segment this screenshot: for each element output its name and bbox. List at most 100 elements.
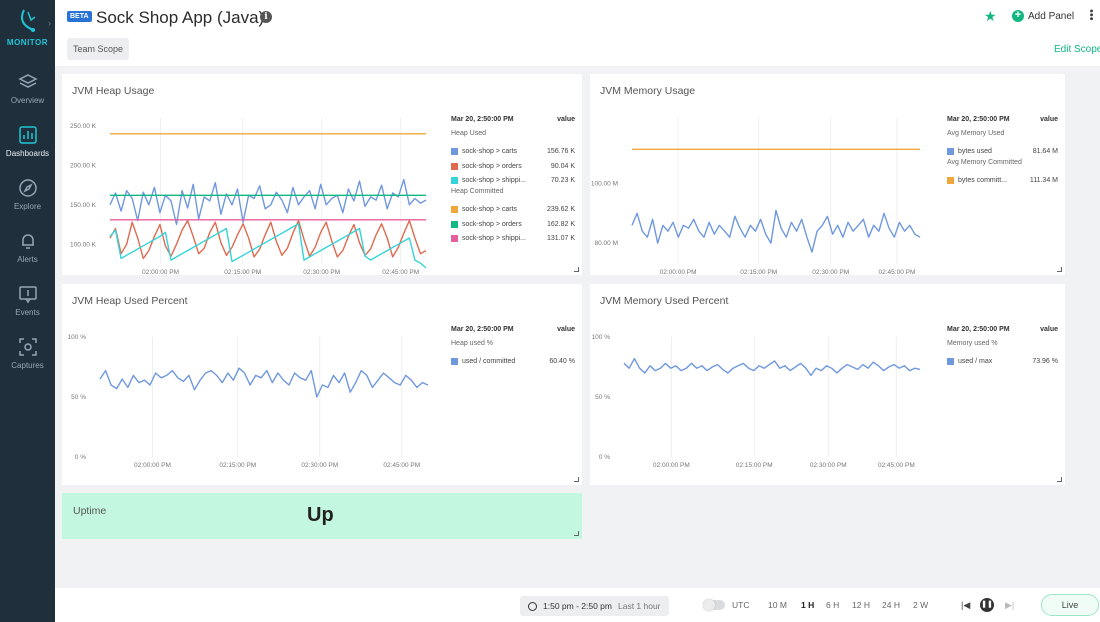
x-tick-label: 02:15:00 PM [224, 269, 261, 276]
series-line-1 [109, 219, 427, 260]
x-tick-label: 02:45:00 PM [879, 269, 916, 276]
series-line-0 [109, 178, 427, 226]
x-tick-label: 02:15:00 PM [219, 462, 256, 469]
y-tick-label: 80.00 M [595, 240, 619, 247]
utc-label: UTC [732, 600, 750, 610]
sidebar-item-overview[interactable]: Overview [0, 72, 55, 122]
live-button[interactable]: Live [1041, 594, 1099, 616]
page-title: Sock Shop App (Java) [96, 8, 265, 27]
clock-icon [528, 601, 537, 611]
monitor-logo-icon [20, 9, 35, 32]
plus-circle-icon: + [1012, 10, 1024, 22]
x-tick-label: 02:45:00 PM [382, 269, 419, 276]
x-tick-label: 02:15:00 PM [736, 462, 773, 469]
legend-header: Mar 20, 2:50:00 PM value [947, 326, 1058, 340]
skip-back-icon[interactable]: |◀ [961, 600, 971, 610]
heap-percent-legend: Mar 20, 2:50:00 PM value Heap used % used /… [451, 326, 575, 369]
y-tick-label: 0 % [599, 454, 610, 461]
y-tick-label: 150.00 K [70, 202, 97, 209]
legend-swatch [947, 358, 954, 366]
legend-series-value: 239.62 K [546, 206, 575, 214]
skip-forward-icon[interactable]: ▶| [1005, 600, 1015, 610]
pause-icon[interactable]: ❚❚ [980, 598, 994, 612]
y-tick-label: 100.00 M [591, 181, 618, 188]
range-1h-button[interactable]: 1 H [801, 600, 815, 610]
sidebar-item-captures[interactable]: Captures [0, 337, 55, 387]
legend-time: Mar 20, 2:50:00 PM [451, 326, 514, 333]
range-24h-button[interactable]: 24 H [882, 600, 900, 610]
legend-series-name: sock-shop > carts [462, 148, 518, 156]
legend-row[interactable]: used / committed 60.40 % [451, 355, 575, 370]
sidebar-item-label: Events [15, 308, 40, 317]
legend-series-value: 90.04 K [550, 162, 575, 170]
layers-icon [17, 74, 38, 88]
events-icon [18, 286, 37, 304]
legend-row[interactable]: bytes committ... 111.34 M [947, 174, 1058, 189]
legend-header: Mar 20, 2:50:00 PM value [451, 116, 575, 130]
legend-swatch [451, 148, 458, 156]
resize-handle[interactable] [574, 477, 579, 482]
y-tick-label: 0 % [75, 454, 86, 461]
panel-title: JVM Memory Usage [600, 85, 696, 97]
legend-row[interactable]: sock-shop > carts 239.62 K [451, 203, 575, 218]
sidebar-item-dashboards[interactable]: Dashboards [0, 125, 55, 175]
more-options-icon[interactable]: ••• [1085, 9, 1097, 21]
legend-row[interactable]: sock-shop > carts 156.76 K [451, 145, 575, 160]
series-line-0 [631, 209, 921, 253]
y-tick-label: 50 % [71, 394, 86, 401]
legend-series-name: bytes used [958, 148, 992, 156]
x-tick-label: 02:30:00 PM [812, 269, 849, 276]
memory-percent-chart: 02:00:00 PM 02:15:00 PM 02:30:00 PM 02:45:0… [592, 334, 921, 469]
legend-series-name: sock-shop > orders [462, 162, 522, 170]
legend-row[interactable]: used / max 73.96 % [947, 355, 1058, 370]
x-tick-label: 02:00:00 PM [134, 462, 171, 469]
add-panel-button[interactable]: + Add Panel [1012, 10, 1074, 22]
legend-row[interactable]: bytes used 81.64 M [947, 145, 1058, 160]
info-icon[interactable]: i [260, 11, 272, 23]
range-6h-button[interactable]: 6 H [826, 600, 840, 610]
panel-jvm-memory-used-percent: JVM Memory Used Percent 02:00:00 PM 02:15… [590, 284, 1065, 485]
sidebar-item-explore[interactable]: Explore [0, 178, 55, 228]
monitor-logo[interactable]: MONITOR › [0, 8, 55, 58]
legend-swatch [451, 358, 458, 366]
favorite-star-icon[interactable]: ★ [984, 8, 997, 24]
legend-row[interactable]: sock-shop > orders 162.82 K [451, 217, 575, 232]
x-tick-label: 02:00:00 PM [660, 269, 697, 276]
y-tick-label: 50 % [595, 394, 610, 401]
series-line-0 [623, 357, 921, 377]
legend-row[interactable]: sock-shop > shippi... 70.23 K [451, 174, 575, 189]
resize-handle[interactable] [1057, 477, 1062, 482]
panel-title: JVM Heap Usage [72, 85, 155, 97]
range-2w-button[interactable]: 2 W [913, 600, 929, 610]
sidebar-expand-chevron-icon[interactable]: › [48, 18, 51, 28]
resize-handle[interactable] [574, 531, 579, 536]
utc-toggle[interactable] [703, 599, 725, 611]
y-tick-label: 250.00 K [70, 123, 97, 130]
legend-series-name: sock-shop > carts [462, 206, 518, 214]
legend-row[interactable]: sock-shop > shippi... 131.07 K [451, 232, 575, 247]
legend-group: Heap Committed [451, 188, 504, 195]
sidebar-item-events[interactable]: Events [0, 284, 55, 334]
legend-swatch [451, 206, 458, 214]
compass-icon [18, 179, 37, 197]
sidebar-item-alerts[interactable]: Alerts [0, 231, 55, 281]
legend-row[interactable]: sock-shop > orders 90.04 K [451, 159, 575, 174]
range-12h-button[interactable]: 12 H [852, 600, 870, 610]
legend-series-value: 131.07 K [546, 235, 575, 243]
panel-jvm-memory-usage: JVM Memory Usage 02:00:00 PM 02:15:00 PM 0… [590, 74, 1065, 276]
legend-time: Mar 20, 2:50:00 PM [451, 116, 514, 123]
legend-series-value: 156.76 K [546, 148, 575, 156]
legend-series-name: used / max [958, 358, 993, 366]
legend-series-value: 81.64 M [1032, 148, 1058, 156]
logo-text: MONITOR [6, 38, 49, 47]
team-scope-chip[interactable]: Team Scope [67, 38, 130, 60]
resize-handle[interactable] [1057, 267, 1062, 272]
series-line-2 [109, 223, 427, 269]
resize-handle[interactable] [574, 267, 579, 272]
legend-header: Mar 20, 2:50:00 PM value [451, 326, 575, 340]
panel-jvm-heap-usage: JVM Heap Usage 02:00:00 PM 02:15:00 PM 02:… [62, 74, 582, 276]
time-range-selector[interactable]: 1:50 pm - 2:50 pm Last 1 hour [520, 596, 669, 616]
range-10m-button[interactable]: 10 M [768, 600, 787, 610]
legend-series-value: 162.82 K [546, 220, 575, 228]
edit-scope-link[interactable]: Edit Scope [1054, 44, 1100, 55]
